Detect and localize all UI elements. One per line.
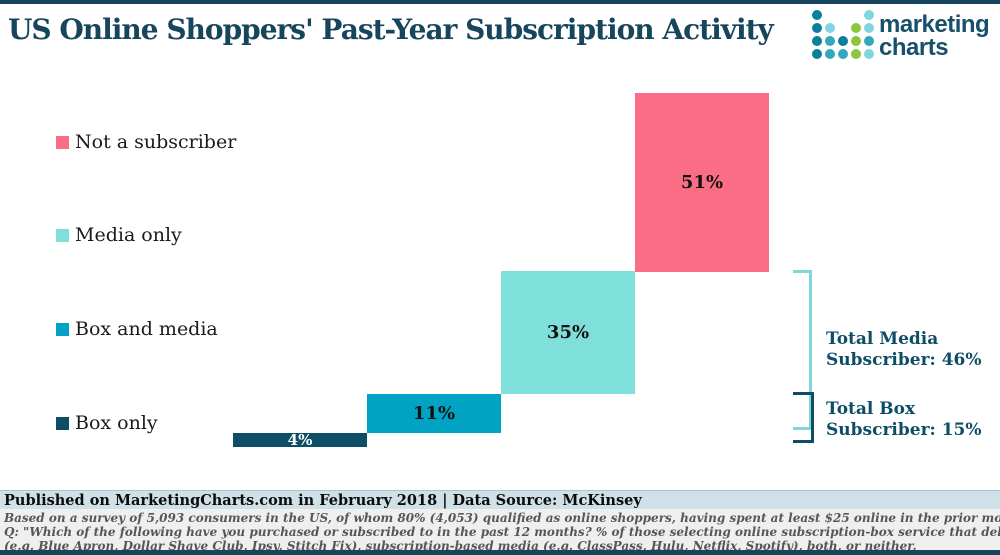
bar-segment-box-only: 4% xyxy=(233,431,367,449)
total-box-line2: Subscriber: 15% xyxy=(826,420,982,440)
legend-swatch-icon xyxy=(56,135,69,149)
logo-dot xyxy=(838,49,848,59)
total-box-subscriber-label: Total Box Subscriber: 15% xyxy=(826,399,982,441)
logo-dot xyxy=(812,49,822,59)
logo-dot xyxy=(864,23,874,33)
media-bracket-vertical xyxy=(809,270,812,430)
logo-dot xyxy=(825,49,835,59)
marketingcharts-logo-icon xyxy=(812,10,876,62)
box-bracket-top-tick xyxy=(793,392,814,395)
logo-dot xyxy=(864,49,874,59)
footnote-line-1: Based on a survey of 5,093 consumers in … xyxy=(4,511,1000,525)
box-bracket-vertical xyxy=(811,392,814,443)
media-bracket-bottom-tick xyxy=(793,427,812,430)
footnote-line-3: (e.g. Blue Apron, Dollar Shave Club, Ips… xyxy=(4,539,917,553)
logo-dot xyxy=(825,23,835,33)
bar-segment-box-and-media: 11% xyxy=(367,394,501,433)
logo-dot xyxy=(851,23,861,33)
legend-swatch-icon xyxy=(56,322,69,336)
logo-dot xyxy=(864,36,874,46)
marketingcharts-logo-text: marketing charts xyxy=(879,11,990,61)
bar-segment-not-a-subscriber: 51% xyxy=(635,93,769,272)
total-media-line1: Total Media xyxy=(826,329,939,349)
logo-dot xyxy=(851,49,861,59)
media-bracket-top-tick xyxy=(793,270,812,273)
legend-swatch-icon xyxy=(56,416,69,430)
page-title: US Online Shoppers' Past-Year Subscripti… xyxy=(8,13,774,46)
legend-item-box-only: Box only xyxy=(56,412,158,434)
legend-label: Box and media xyxy=(75,318,218,340)
logo-dot xyxy=(838,36,848,46)
legend-swatch-icon xyxy=(56,228,69,242)
box-bracket-bottom-tick xyxy=(793,440,814,443)
bar-value-label: 11% xyxy=(412,403,456,424)
logo-dot xyxy=(851,36,861,46)
legend-item-box-and-media: Box and media xyxy=(56,318,218,340)
top-border-rule xyxy=(0,0,1000,4)
legend-item-not-a-subscriber: Not a subscriber xyxy=(56,131,237,153)
legend-label: Not a subscriber xyxy=(75,131,237,153)
total-media-subscriber-label: Total Media Subscriber: 46% xyxy=(826,329,982,371)
logo-dot xyxy=(812,10,822,20)
logo-dot xyxy=(825,36,835,46)
logo-word-marketing: marketing xyxy=(879,11,990,38)
bar-value-label: 4% xyxy=(287,431,313,449)
bar-value-label: 51% xyxy=(680,172,724,193)
footnotes: Based on a survey of 5,093 consumers in … xyxy=(0,509,1000,553)
footnote-line-2: Q: "Which of the following have you purc… xyxy=(4,525,1000,539)
legend-item-media-only: Media only xyxy=(56,224,182,246)
legend-label: Box only xyxy=(75,412,158,434)
bottom-border-rule xyxy=(0,550,1000,555)
published-source-bar: Published on MarketingCharts.com in Febr… xyxy=(0,490,1000,509)
legend-label: Media only xyxy=(75,224,182,246)
bar-value-label: 35% xyxy=(546,322,590,343)
bar-segment-media-only: 35% xyxy=(501,271,635,394)
total-box-line1: Total Box xyxy=(826,399,916,419)
logo-word-charts: charts xyxy=(879,34,949,61)
logo-dot xyxy=(864,10,874,20)
logo-dot xyxy=(812,23,822,33)
total-media-line2: Subscriber: 46% xyxy=(826,350,982,370)
logo-dot xyxy=(812,36,822,46)
